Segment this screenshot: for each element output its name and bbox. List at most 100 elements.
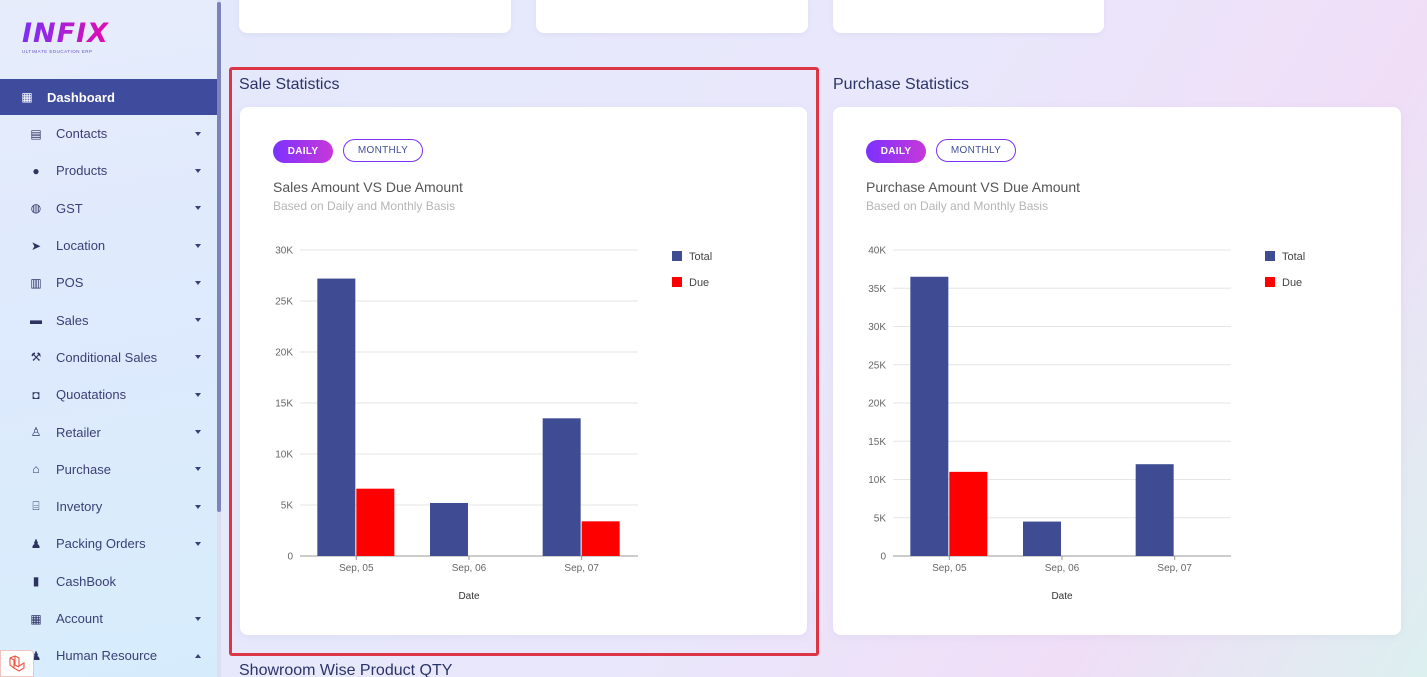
chevron-down-icon (195, 467, 201, 472)
sidebar-item-label: Invetory (56, 499, 103, 515)
bar-due[interactable] (356, 488, 395, 556)
y-tick-label: 5K (874, 513, 887, 524)
x-axis-label: Date (458, 591, 480, 602)
legend-swatch-due (672, 277, 682, 287)
sidebar-item-label: Account (56, 611, 103, 626)
bank-icon: ⌸ (32, 499, 40, 514)
y-tick-label: 30K (868, 322, 886, 333)
y-tick-label: 15K (275, 399, 293, 410)
sidebar-item-purchase[interactable]: ⌂ Purchase (0, 451, 217, 488)
sidebar-item-label: Human Resource (56, 648, 158, 664)
laravel-debugbar-icon[interactable] (0, 650, 34, 677)
sidebar-item-label: Purchase (56, 461, 111, 477)
mug-icon: ◘ (32, 387, 40, 402)
bar-due[interactable] (949, 471, 988, 556)
brand-name: INFIX (22, 20, 122, 48)
chevron-down-icon (195, 616, 201, 621)
chevron-down-icon (195, 280, 201, 285)
chevron-down-icon (195, 430, 201, 435)
purchase-daily-button[interactable]: DAILY (866, 140, 926, 163)
sale-monthly-button[interactable]: MONTHLY (343, 139, 423, 162)
sale-statistics-title: Sale Statistics (239, 76, 340, 93)
sidebar-item-label: Location (56, 238, 106, 254)
chevron-down-icon (195, 541, 201, 546)
legend-swatch-due (1265, 277, 1275, 287)
sidebar-item-label: Quoatations (56, 387, 127, 403)
location-arrow-icon: ➤ (30, 238, 42, 253)
grid-icon: ▦ (21, 90, 33, 104)
sidebar-item-products[interactable]: ● Products (0, 152, 217, 189)
y-tick-label: 15K (868, 437, 886, 448)
purchase-statistics-card: DAILY MONTHLY Purchase Amount VS Due Amo… (833, 107, 1401, 635)
users-icon: ♟ (30, 648, 42, 663)
selection-highlight (229, 67, 819, 656)
sidebar-item-label: Products (56, 163, 108, 179)
sidebar-item-sales[interactable]: ▬ Sales (0, 301, 217, 338)
bar-total[interactable] (910, 276, 949, 556)
purchase-chart-heading: Purchase Amount VS Due Amount (866, 179, 1081, 195)
sidebar-item-human-resource[interactable]: ♟ Human Resource (0, 637, 217, 674)
y-tick-label: 10K (275, 450, 293, 461)
sidebar-item-conditional-sales[interactable]: ⚒ Conditional Sales (0, 339, 217, 376)
chevron-up-icon (195, 653, 201, 658)
sidebar-scrollbar-thumb[interactable] (217, 2, 221, 512)
chevron-down-icon (195, 504, 201, 509)
sidebar-item-pos[interactable]: ▥ POS (0, 264, 217, 301)
sale-daily-button[interactable]: DAILY (273, 140, 333, 163)
bar-total[interactable] (317, 278, 356, 556)
y-tick-label: 30K (275, 246, 293, 257)
purchase-monthly-button[interactable]: MONTHLY (936, 139, 1016, 162)
gavel-icon: ⚒ (30, 350, 42, 365)
sale-chart-subheading: Based on Daily and Monthly Basis (273, 199, 456, 213)
legend-label: Due (689, 277, 709, 289)
summary-card-3 (833, 0, 1104, 33)
app-logo[interactable]: INFIX ULTIMATE EDUCATION ERP (22, 20, 122, 60)
legend-label: Due (1282, 277, 1302, 289)
x-tick-label: Sep, 05 (932, 563, 967, 574)
x-axis-label: Date (1051, 591, 1073, 602)
sidebar-item-account[interactable]: ▦ Account (0, 600, 217, 637)
legend-label: Total (1282, 251, 1305, 263)
sidebar-item-invetory[interactable]: ⌸ Invetory (0, 488, 217, 525)
sidebar-scrollbar[interactable] (217, 0, 221, 677)
sidebar-item-dashboard[interactable]: ▦ Dashboard (0, 79, 217, 115)
y-tick-label: 20K (275, 348, 293, 359)
chevron-down-icon (195, 131, 201, 136)
sidebar-item-label: Packing Orders (56, 536, 146, 552)
sidebar-item-label: CashBook (56, 573, 116, 589)
store-icon: ▬ (30, 313, 42, 328)
summary-card-2 (536, 0, 808, 33)
sidebar-item-cashbook[interactable]: ▮ CashBook (0, 563, 217, 600)
y-tick-label: 10K (868, 475, 886, 486)
legend-swatch-total (672, 251, 682, 261)
sidebar-item-retailer[interactable]: ♙ Retailer (0, 413, 217, 450)
summary-card-1 (239, 0, 511, 33)
sidebar-item-location[interactable]: ➤ Location (0, 227, 217, 264)
sidebar-item-label: Sales (56, 312, 89, 328)
sidebar-item-gst[interactable]: ◍ GST (0, 190, 217, 227)
sidebar-item-label: GST (56, 200, 83, 216)
sidebar-menu: ▦ Dashboard ▤ Contacts ● Products ◍ GST ➤ Locatio… (0, 79, 217, 674)
sidebar-item-packing-orders[interactable]: ♟ Packing Orders (0, 525, 217, 562)
sidebar-item-contacts[interactable]: ▤ Contacts (0, 115, 217, 152)
y-tick-label: 25K (275, 297, 293, 308)
bar-total[interactable] (1135, 464, 1174, 556)
chevron-down-icon (195, 243, 201, 248)
book-icon: ▮ (32, 574, 40, 589)
bar-total[interactable] (542, 418, 581, 556)
bar-total[interactable] (1023, 521, 1061, 556)
sidebar-item-quoatations[interactable]: ◘ Quoatations (0, 376, 217, 413)
sidebar-item-label: Retailer (56, 424, 101, 440)
calculator-icon: ▦ (30, 611, 42, 626)
bar-total[interactable] (430, 502, 468, 556)
y-tick-label: 20K (868, 399, 886, 410)
x-tick-label: Sep, 05 (339, 563, 374, 574)
legend-swatch-total (1265, 251, 1275, 261)
sidebar: INFIX ULTIMATE EDUCATION ERP ▦ Dashboard ▤… (0, 0, 217, 677)
y-tick-label: 40K (868, 246, 886, 257)
y-tick-label: 5K (281, 501, 294, 512)
x-tick-label: Sep, 07 (1157, 563, 1192, 574)
brand-tagline: ULTIMATE EDUCATION ERP (22, 49, 93, 54)
chevron-down-icon (195, 392, 201, 397)
bar-due[interactable] (581, 521, 620, 556)
